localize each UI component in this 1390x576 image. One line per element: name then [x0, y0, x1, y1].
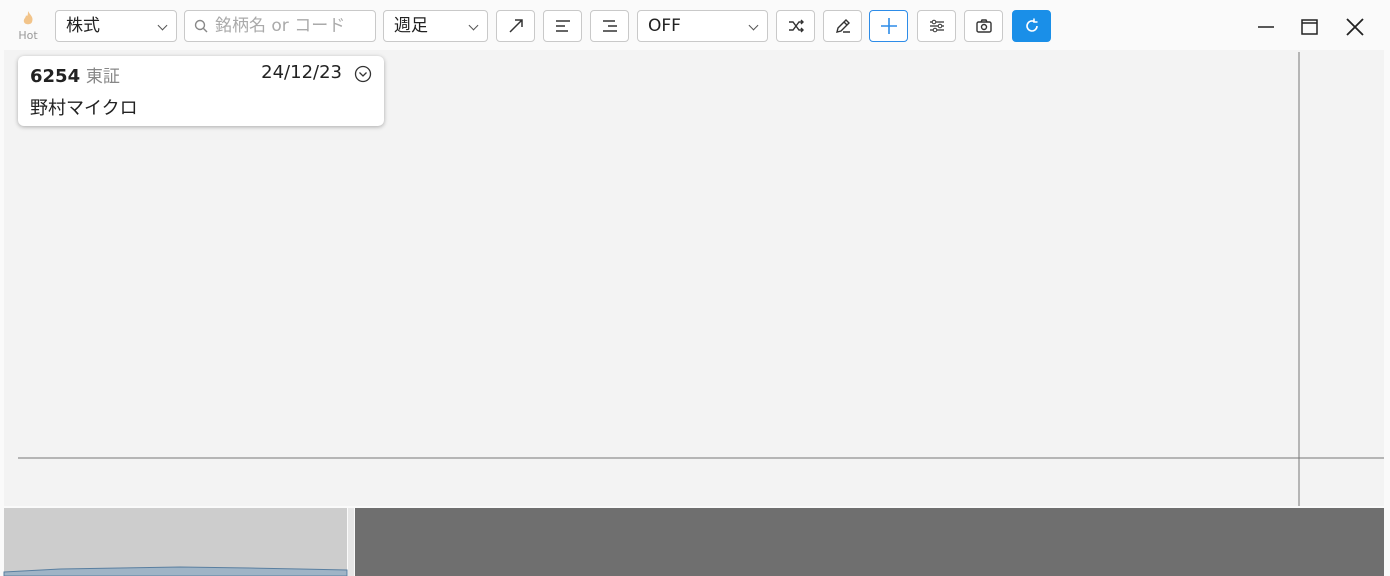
screenshot-button[interactable]	[964, 10, 1003, 42]
flame	[23, 11, 33, 25]
indicator-label: OFF	[648, 16, 681, 36]
info-date: 24/12/23	[261, 62, 342, 83]
stock-name: 野村マイクロ	[30, 98, 138, 119]
icon	[508, 19, 523, 33]
stock-code: 6254	[30, 66, 81, 87]
period-select[interactable]: 週足	[383, 10, 488, 42]
market-label: 株式	[66, 16, 100, 36]
refresh-button[interactable]	[1012, 10, 1051, 42]
close[interactable]	[1346, 18, 1364, 36]
crosshair-button[interactable]	[869, 10, 908, 42]
market-select[interactable]: 株式	[55, 10, 177, 42]
compare-button[interactable]	[776, 10, 815, 42]
navigator-handle[interactable]	[348, 508, 354, 576]
icon	[929, 19, 944, 33]
period-label: 週足	[394, 16, 428, 36]
search-icon	[194, 19, 208, 33]
icon	[880, 18, 897, 34]
indicator-select[interactable]: OFF	[637, 10, 768, 42]
icon	[555, 20, 570, 32]
navigator-history	[3, 566, 348, 576]
trendline-button[interactable]	[496, 10, 535, 42]
settings-button[interactable]	[917, 10, 956, 42]
navigator-outside	[4, 508, 347, 576]
chart-background	[4, 50, 1384, 506]
maximize[interactable]	[1301, 19, 1318, 35]
icon	[788, 19, 804, 33]
icon	[835, 19, 850, 33]
icon	[602, 20, 617, 32]
hot-icon[interactable]: Hot	[14, 10, 42, 42]
icon	[975, 19, 992, 33]
search-placeholder: 銘柄名 or コード	[215, 16, 346, 36]
exchange: 東証	[85, 67, 120, 87]
icon	[1025, 18, 1038, 32]
search-box[interactable]: 銘柄名 or コード	[184, 10, 376, 42]
align-left-button[interactable]	[543, 10, 582, 42]
window-controls	[1258, 18, 1364, 36]
info-header: 6254 東証	[30, 62, 120, 87]
expand-button[interactable]	[354, 65, 372, 83]
navigator-window[interactable]	[355, 508, 1384, 576]
align-right-button[interactable]	[590, 10, 629, 42]
hot-label: Hot	[18, 29, 38, 42]
draw-button[interactable]	[823, 10, 862, 42]
info-box: 6254 東証 24/12/23 野村マイクロ	[18, 56, 384, 126]
